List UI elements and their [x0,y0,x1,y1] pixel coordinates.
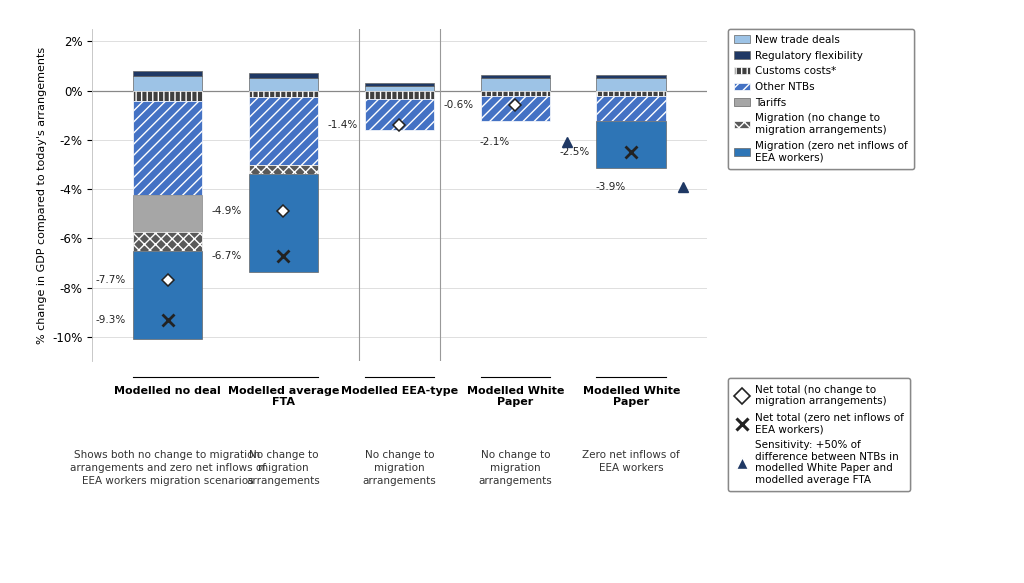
Text: -4.9%: -4.9% [211,206,242,216]
Bar [133,232,203,251]
Text: No change to
migration
arrangements: No change to migration arrangements [362,450,436,486]
Bar [133,251,203,339]
Text: -1.4%: -1.4% [328,120,357,130]
Legend: Net total (no change to
migration arrangements), Net total (zero net inflows of
: Net total (no change to migration arrang… [728,378,910,491]
Text: -7.7%: -7.7% [95,275,126,285]
Bar [249,78,318,91]
Text: Modelled average
FTA: Modelled average FTA [227,386,339,408]
Text: Modelled EEA-type: Modelled EEA-type [341,386,458,396]
Text: Modelled no deal: Modelled no deal [114,386,221,396]
Bar [133,100,203,195]
Bar [249,97,318,164]
Bar [365,83,434,86]
Bar [596,96,666,121]
Text: Modelled White
Paper: Modelled White Paper [467,386,564,408]
Text: -3.9%: -3.9% [595,182,626,192]
Text: -6.7%: -6.7% [211,251,242,261]
Bar [480,75,550,78]
Bar [133,195,203,232]
Text: -2.5%: -2.5% [559,147,590,157]
Bar [249,164,318,174]
Bar [596,75,666,78]
Text: No change to
migration
arrangements: No change to migration arrangements [247,450,321,486]
Bar [480,96,550,121]
Y-axis label: % change in GDP compared to today's arrangements: % change in GDP compared to today's arra… [37,47,46,344]
Text: Shows both no change to migration
arrangements and zero net inflows of
EEA worke: Shows both no change to migration arrang… [70,450,265,486]
Text: Zero net inflows of
EEA workers: Zero net inflows of EEA workers [583,450,680,473]
Text: No change to
migration
arrangements: No change to migration arrangements [478,450,552,486]
Bar [133,76,203,91]
Text: -0.6%: -0.6% [443,100,473,110]
Bar [365,99,434,130]
Legend: New trade deals, Regulatory flexibility, Customs costs*, Other NTBs, Tariffs, Mi: New trade deals, Regulatory flexibility,… [728,29,914,168]
Text: -2.1%: -2.1% [479,138,510,147]
Bar [480,91,550,96]
Bar [249,174,318,272]
Bar [365,86,434,91]
Bar [133,71,203,76]
Bar [365,91,434,99]
Bar [596,78,666,91]
Bar [596,91,666,96]
Bar [249,91,318,97]
Bar [480,78,550,91]
Text: Modelled White
Paper: Modelled White Paper [583,386,680,408]
Bar [133,91,203,100]
Bar [596,121,666,168]
Bar [249,73,318,78]
Text: -9.3%: -9.3% [95,315,126,325]
